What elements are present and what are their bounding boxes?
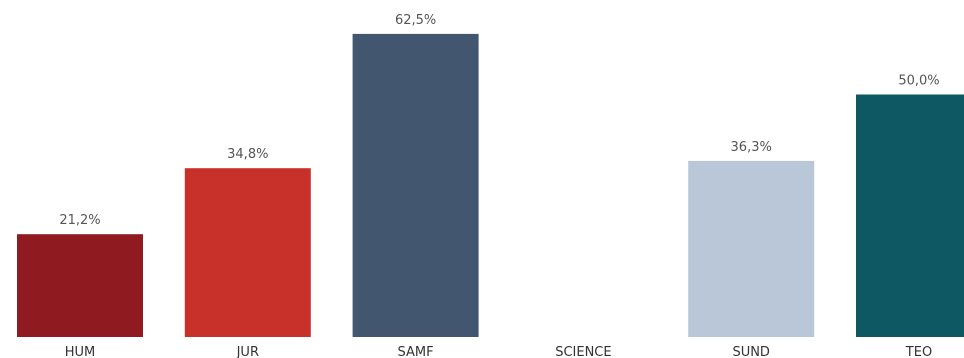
value-label-sund: 36,3% <box>731 140 772 155</box>
bar-teo <box>856 94 964 337</box>
x-tick-label-sund: SUND <box>732 345 770 358</box>
bar-hum <box>17 234 143 337</box>
x-tick-labels-group: HUM JUR SAMF SCIENCE SUND TEO <box>65 345 932 358</box>
value-label-jur: 34,8% <box>227 147 268 162</box>
value-labels-group: 21,2% 34,8% 62,5% 36,3% 50,0% <box>59 13 939 228</box>
value-label-teo: 50,0% <box>898 74 939 89</box>
value-label-samf: 62,5% <box>395 13 436 28</box>
x-tick-label-samf: SAMF <box>398 345 434 358</box>
x-tick-label-science: SCIENCE <box>555 345 611 358</box>
x-tick-label-jur: JUR <box>236 345 259 358</box>
x-tick-label-hum: HUM <box>65 345 96 358</box>
x-tick-label-teo: TEO <box>905 345 932 358</box>
bar-samf <box>352 33 479 338</box>
bar-sund <box>688 160 815 337</box>
value-label-hum: 21,2% <box>59 213 100 228</box>
bar-jur <box>184 168 311 337</box>
bars-group <box>17 33 964 338</box>
